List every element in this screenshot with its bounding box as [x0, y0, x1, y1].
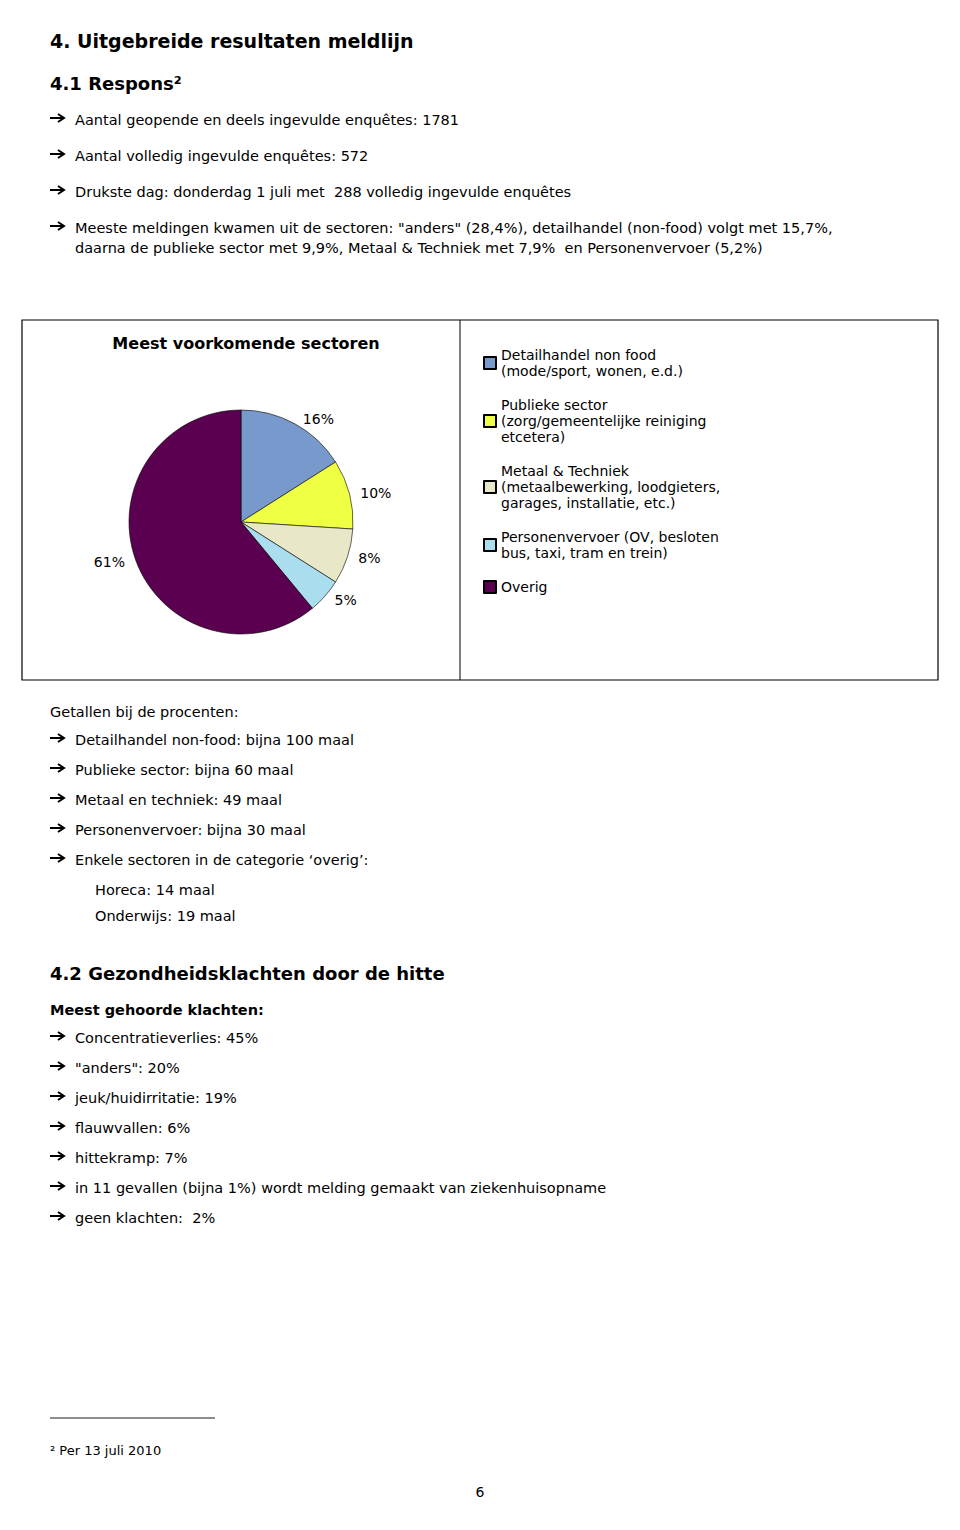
- svg-text:daarna de publieke sector met: daarna de publieke sector met 9,9%, Meta…: [75, 240, 763, 256]
- svg-text:in 11 gevallen (bijna 1%) word: in 11 gevallen (bijna 1%) wordt melding …: [75, 1180, 606, 1196]
- svg-text:jeuk/huidirritatie: 19%: jeuk/huidirritatie: 19%: [74, 1090, 237, 1106]
- svg-text:Detailhandel non food: Detailhandel non food: [501, 347, 656, 363]
- svg-text:Personenvervoer: bijna 30 maal: Personenvervoer: bijna 30 maal: [75, 822, 306, 838]
- svg-text:(metaalbewerking, loodgieters,: (metaalbewerking, loodgieters,: [501, 479, 720, 495]
- svg-text:Publieke sector: bijna 60 maal: Publieke sector: bijna 60 maal: [75, 762, 293, 778]
- svg-text:4.1 Respons²: 4.1 Respons²: [50, 73, 182, 94]
- svg-text:hittekramp: 7%: hittekramp: 7%: [75, 1150, 188, 1166]
- svg-text:Aantal geopende en deels ingev: Aantal geopende en deels ingevulde enquê…: [75, 112, 459, 128]
- svg-text:Meest gehoorde klachten:: Meest gehoorde klachten:: [50, 1002, 264, 1018]
- svg-text:Getallen bij de procenten:: Getallen bij de procenten:: [50, 704, 239, 720]
- svg-text:(mode/sport, wonen, e.d.): (mode/sport, wonen, e.d.): [501, 363, 683, 379]
- svg-text:Metaal & Techniek: Metaal & Techniek: [501, 463, 630, 479]
- svg-text:Overig: Overig: [501, 579, 547, 595]
- svg-text:Concentratieverlies: 45%: Concentratieverlies: 45%: [75, 1030, 258, 1046]
- svg-text:61%: 61%: [94, 554, 125, 570]
- svg-text:4.2 Gezondheidsklachten door d: 4.2 Gezondheidsklachten door de hitte: [50, 963, 445, 984]
- svg-text:Horeca: 14 maal: Horeca: 14 maal: [95, 882, 215, 898]
- svg-text:Enkele sectoren in de categori: Enkele sectoren in de categorie ‘overig’…: [75, 852, 368, 868]
- svg-text:16%: 16%: [303, 411, 334, 427]
- svg-text:Drukste dag: donderdag 1 juli: Drukste dag: donderdag 1 juli met 288 vo…: [75, 184, 571, 200]
- svg-text:10%: 10%: [360, 485, 391, 501]
- svg-text:"anders": 20%: "anders": 20%: [75, 1060, 180, 1076]
- svg-text:Personenvervoer (OV, besloten: Personenvervoer (OV, besloten: [501, 529, 719, 545]
- svg-text:bus, taxi, tram en trein): bus, taxi, tram en trein): [501, 545, 668, 561]
- svg-text:² Per 13 juli 2010: ² Per 13 juli 2010: [50, 1443, 161, 1458]
- svg-text:Metaal en techniek: 49 maal: Metaal en techniek: 49 maal: [75, 792, 282, 808]
- svg-text:etcetera): etcetera): [501, 429, 565, 445]
- svg-text:8%: 8%: [358, 550, 380, 566]
- svg-text:Meest voorkomende sectoren: Meest voorkomende sectoren: [112, 334, 379, 353]
- svg-text:5%: 5%: [335, 592, 357, 608]
- svg-text:Publieke sector: Publieke sector: [501, 397, 608, 413]
- svg-text:garages, installatie, etc.): garages, installatie, etc.): [501, 495, 676, 511]
- svg-text:flauwvallen: 6%: flauwvallen: 6%: [75, 1120, 190, 1136]
- svg-text:Aantal volledig ingevulde enqu: Aantal volledig ingevulde enquêtes: 572: [75, 148, 368, 164]
- svg-text:Meeste meldingen kwamen uit de: Meeste meldingen kwamen uit de sectoren:…: [75, 220, 833, 236]
- svg-text:4. Uitgebreide resultaten meld: 4. Uitgebreide resultaten meldlijn: [50, 30, 414, 52]
- svg-text:geen klachten: 2%: geen klachten: 2%: [75, 1210, 215, 1226]
- svg-text:(zorg/gemeentelijke reiniging: (zorg/gemeentelijke reiniging: [501, 413, 706, 429]
- svg-text:6: 6: [476, 1484, 485, 1500]
- svg-text:Detailhandel non-food: bijna 1: Detailhandel non-food: bijna 100 maal: [75, 732, 354, 748]
- svg-text:Onderwijs: 19 maal: Onderwijs: 19 maal: [95, 908, 236, 924]
